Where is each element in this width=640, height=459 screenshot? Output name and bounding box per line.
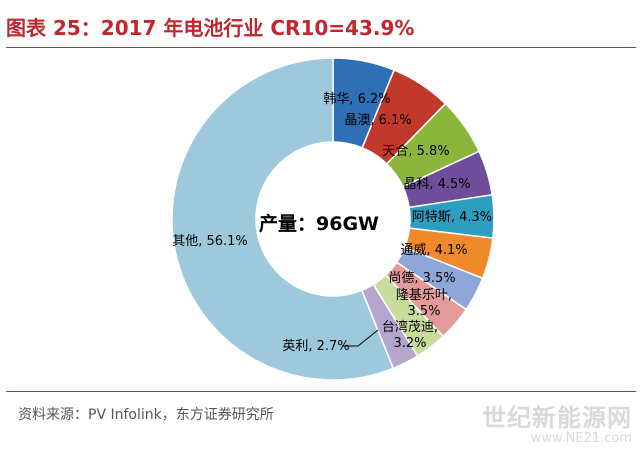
slice-label-1: 韩华, 6.2% [323, 92, 390, 107]
slice-leader-line [342, 329, 379, 347]
slice-label-4: 晶科, 4.5% [403, 177, 470, 192]
slice-label-5: 阿特斯, 4.3% [412, 210, 492, 225]
slice-label-7: 尚德, 3.5% [388, 271, 455, 286]
slice-label-9: 台湾茂迪, 3.2% [382, 319, 438, 351]
slice-label-2: 晶澳, 6.1% [344, 112, 411, 128]
footer-divider [6, 391, 636, 392]
title-divider [6, 47, 636, 48]
slice-label-11: 其他, 56.1% [172, 234, 248, 249]
center-label: 产量：96GW [259, 212, 379, 235]
chart-title: 图表 25：2017 年电池行业 CR10=43.9% [6, 16, 415, 40]
slice-label-8: 隆基乐叶, 3.5% [396, 288, 452, 319]
watermark-logo: 世纪新能源网 www.NE21.com [482, 398, 632, 446]
donut-slice-11 [171, 57, 395, 381]
slice-label-3: 天合, 5.8% [382, 144, 449, 159]
source-note: 资料来源：PV Infolink，东方证券研究所 [18, 407, 274, 423]
slice-label-10: 英利, 2.7% [282, 339, 349, 354]
slice-labels: 韩华, 6.2% 晶澳, 6.1% 天合, 5.8% 晶科, 4.5% 阿特斯, 4.3… [172, 92, 492, 354]
watermark-line-1: 世纪新能源网 [482, 404, 632, 432]
donut-slices [171, 57, 495, 381]
slice-label-6: 通威, 4.1% [400, 243, 467, 258]
watermark-line-2: www.NE21.com [530, 431, 632, 446]
